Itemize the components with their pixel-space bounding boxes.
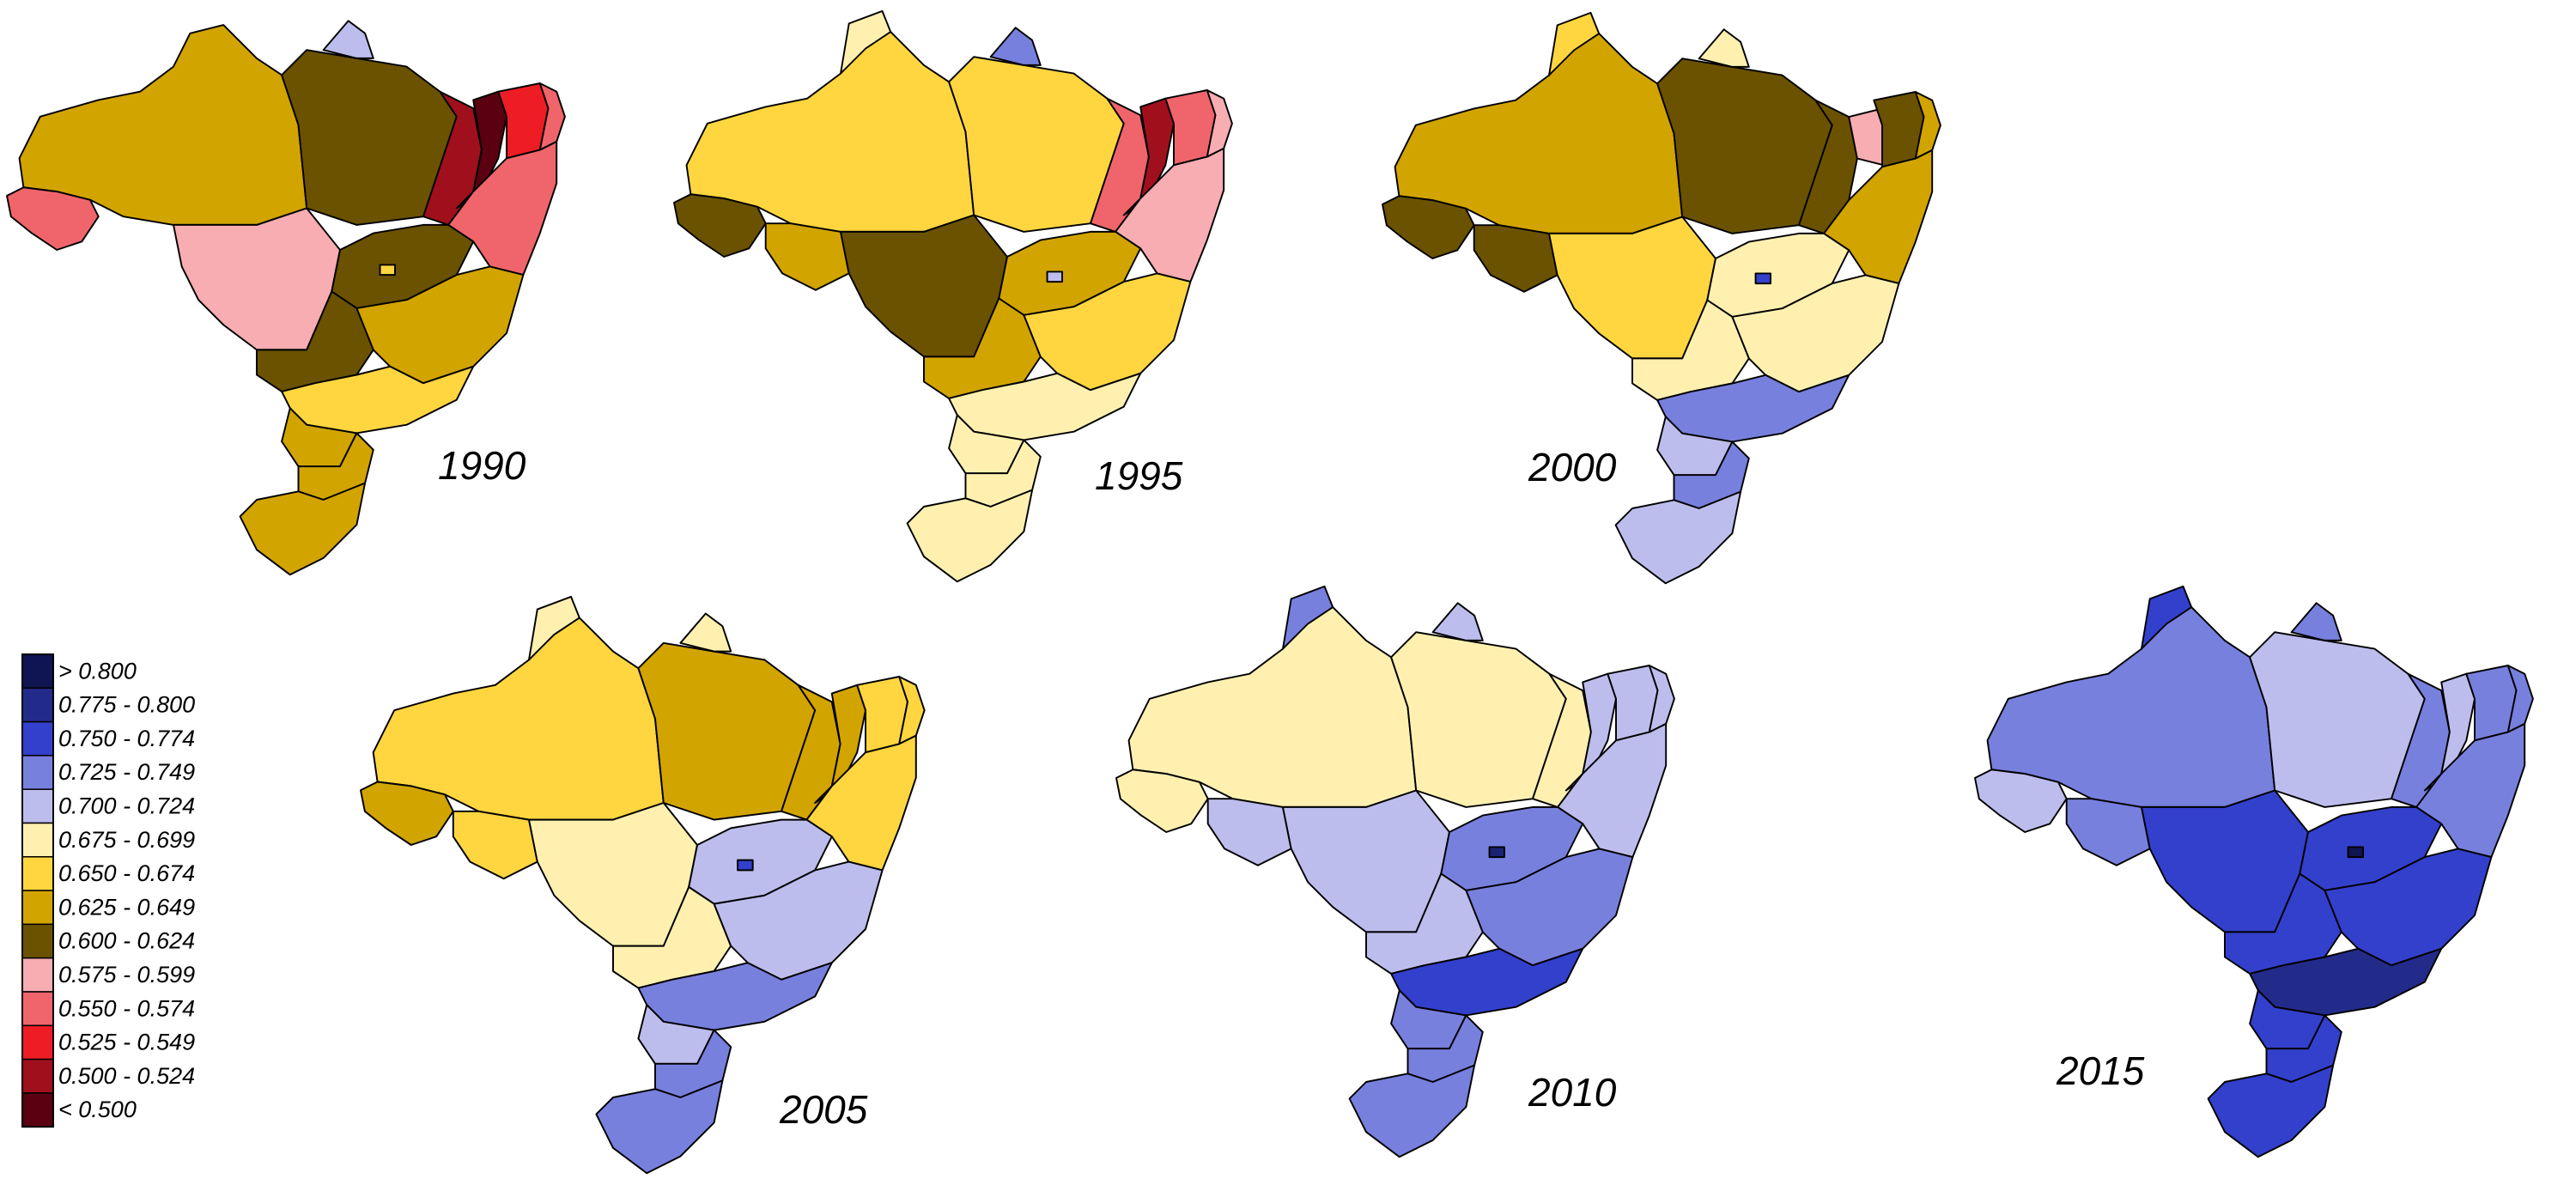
map-1995-region-west-2 [764, 222, 850, 291]
map-2010-region-southeast [1465, 848, 1634, 967]
map-1990-region-south-3 [239, 482, 367, 576]
map-1995-region-southeast [1023, 272, 1192, 392]
map-2005-region-west-2 [452, 810, 538, 880]
map-2000-region-west-tip [1382, 195, 1475, 259]
map-1990-region-center-south [256, 290, 374, 392]
map-2010-region-north-coast [1431, 602, 1484, 641]
legend-swatch [21, 957, 54, 993]
map-2000-region-north-coast [1698, 28, 1750, 68]
map-2005-region-north-coast [679, 612, 732, 653]
legend-swatch [21, 687, 54, 723]
map-1995-region-center-south [923, 297, 1042, 399]
legend-label: 0.700 - 0.724 [58, 793, 195, 818]
map-2005-year-label: 2005 [779, 1087, 868, 1132]
legend-swatch [21, 923, 54, 959]
map-2000-region-capital [1754, 272, 1771, 285]
map-2015-region-southeast [2324, 848, 2493, 967]
legend-swatch [21, 720, 54, 757]
map-2015-region-west-tip [1974, 769, 2068, 833]
legend-label: 0.625 - 0.649 [58, 894, 195, 920]
legend-swatch [21, 856, 54, 891]
map-2005-region-west-tip [360, 781, 454, 846]
map-2000-region-south-3 [1614, 490, 1742, 585]
legend-swatch-frame [21, 653, 54, 1128]
map-2000 [1382, 11, 1941, 585]
map-1990-region-west-tip [6, 186, 100, 251]
map-2010-region-ne-south [1557, 722, 1668, 859]
legend-swatch [21, 788, 54, 824]
map-2015-year-label: 2015 [2056, 1048, 2145, 1093]
legend-label: 0.675 - 0.699 [58, 827, 195, 853]
map-1990-region-capital [379, 264, 396, 277]
map-2000-region-ne-south [1823, 149, 1934, 285]
legend-swatch [21, 890, 54, 926]
map-1995-region-west-tip [673, 193, 767, 258]
map-2005-region-capital [737, 859, 754, 872]
legend-label: 0.550 - 0.574 [58, 995, 195, 1021]
map-2010-region-west-tip [1115, 769, 1209, 833]
legend-label: 0.575 - 0.599 [58, 962, 195, 988]
map-1990-region-ne-south [447, 140, 558, 277]
map-2010-region-center-south [1365, 872, 1484, 975]
map-2010-region-north-north [1282, 585, 1334, 650]
map-2000-region-southeast [1731, 274, 1900, 393]
map-2010-region-west-2 [1206, 798, 1292, 866]
map-2010-region-capital [1488, 846, 1505, 859]
map-2015 [1974, 585, 2534, 1158]
map-1990-region-southeast [355, 265, 525, 385]
map-1995-region-north-north [840, 9, 892, 75]
legend-swatch [21, 1058, 54, 1094]
map-1995-region-capital [1046, 270, 1063, 283]
map-2015-region-south-3 [2207, 1064, 2335, 1158]
map-2005-region-south-3 [595, 1079, 724, 1175]
map-2010 [1115, 585, 1675, 1158]
legend: > 0.800 0.775 - 0.800 0.750 - 0.774 0.725 -… [21, 653, 195, 1128]
legend-label: 0.750 - 0.774 [58, 726, 195, 751]
map-2010-year-label: 2010 [1528, 1070, 1617, 1115]
legend-swatch [21, 822, 54, 858]
map-2000-region-north-north [1548, 11, 1601, 76]
legend-label: 0.525 - 0.549 [58, 1030, 195, 1055]
legend-label: < 0.500 [58, 1097, 137, 1122]
map-2000-year-label: 2000 [1528, 445, 1617, 489]
map-1995-region-ne-south [1115, 147, 1225, 283]
map-1990-year-label: 1990 [438, 443, 526, 488]
legend-swatch [21, 991, 54, 1027]
map-1995-region-north-coast [989, 27, 1042, 66]
map-2010-region-south-3 [1348, 1064, 1476, 1158]
map-2015-region-north-north [2141, 585, 2193, 650]
map-1995-year-label: 1995 [1095, 453, 1183, 498]
map-2005-region-ne-south [805, 734, 917, 872]
map-2015-region-west-2 [2065, 798, 2151, 866]
map-2015-region-center-south [2224, 872, 2342, 975]
map-2005 [360, 595, 926, 1175]
legend-label: > 0.800 [58, 658, 137, 684]
map-2005-region-southeast [713, 860, 884, 981]
map-1990-region-north-coast [322, 20, 374, 59]
legend-label: 0.600 - 0.624 [58, 928, 195, 954]
legend-swatch [21, 1024, 54, 1060]
map-2005-region-north-north [528, 595, 580, 661]
legend-label: 0.500 - 0.524 [58, 1063, 195, 1089]
legend-swatch [21, 653, 54, 690]
legend-swatch [21, 755, 54, 790]
map-2005-region-center-south [612, 886, 732, 989]
map-2015-region-capital [2347, 846, 2364, 859]
legend-label: 0.725 - 0.749 [58, 759, 195, 785]
legend-swatch [21, 1092, 54, 1127]
map-2015-region-ne-south [2415, 722, 2526, 859]
map-1990 [6, 20, 566, 576]
map-1995 [673, 9, 1233, 583]
legend-label: 0.775 - 0.800 [58, 692, 195, 718]
map-2015-region-north-coast [2290, 602, 2342, 641]
map-1995-region-south-3 [906, 489, 1034, 583]
legend-label: 0.650 - 0.674 [58, 860, 195, 886]
map-2000-region-west-2 [1473, 224, 1558, 293]
map-2000-region-center-south [1631, 299, 1750, 401]
